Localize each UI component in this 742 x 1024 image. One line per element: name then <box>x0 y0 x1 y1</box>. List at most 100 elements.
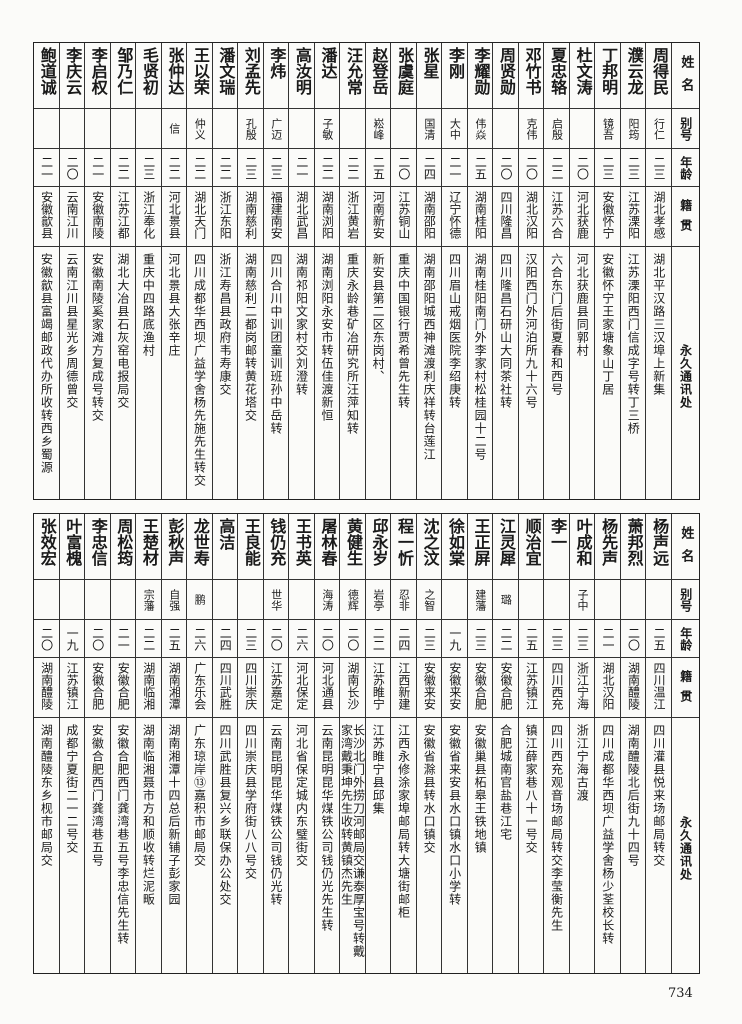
cell-address: 四川西充观音场邮局转交李莹衡先生 <box>544 718 569 973</box>
cell-age: 二五 <box>518 620 544 658</box>
cell-native-text: 浙江东阳 <box>218 191 233 239</box>
cell-address-text: 湖南慈利二都岗邮转黄花塔交 <box>243 253 258 422</box>
cell-address-text: 四川成都华西坝广益学舍杨先施先生转交 <box>192 253 207 487</box>
cell-address: 河北省保定城内东璧街交 <box>289 718 314 973</box>
cell-age: 二四 <box>391 620 416 658</box>
cell-native-text: 安徽合肥 <box>90 662 105 710</box>
cell-native: 江西新建 <box>391 658 416 718</box>
cell-alias-text: 行仁 <box>652 117 666 140</box>
person-record: 叶成和 子中 二三 浙江宁海 浙江宁海古渡 <box>568 514 595 973</box>
person-record: 李庆云 二〇 云南江川 云南江川县星光乡周德曾交 <box>58 43 85 499</box>
cell-age-text: 二〇 <box>39 626 54 651</box>
cell-native: 江苏溧阳 <box>620 187 646 247</box>
cell-address: 四川隆昌石研山大同茶社转 <box>493 247 518 499</box>
cell-native-text: 四川西充 <box>549 662 564 710</box>
cell-address-text: 湖南桂阳南门外李家村松桂园十二号 <box>473 253 488 461</box>
cell-age: 二〇 <box>340 620 365 658</box>
cell-native-text: 湖南邵阳 <box>422 191 437 239</box>
cell-native: 湖北孝感 <box>646 187 671 247</box>
person-record: 屠林春 海涛 二〇 河北通县 云南昆明昆华煤铁公司钱仍光先生转 <box>313 514 340 973</box>
cell-alias: 国清 <box>416 109 442 149</box>
cell-name-text: 赵登岳 <box>369 47 389 95</box>
header-column: 姓名 别号 年龄 籍贯 永久通讯处 <box>671 43 699 499</box>
header-age: 年龄 <box>672 620 699 658</box>
cell-native-text: 湖南长沙 <box>345 662 360 710</box>
cell-native-text: 河北景县 <box>167 191 182 239</box>
cell-alias-text: 之智 <box>422 588 436 611</box>
cell-alias-text: 鹏 <box>193 594 207 605</box>
cell-age: 二〇 <box>85 620 110 658</box>
cell-name-text: 潘达 <box>318 47 338 79</box>
cell-alias-text: 璐 <box>499 594 513 605</box>
cell-native: 湖南长沙 <box>340 658 365 718</box>
cell-age-text: 二一 <box>39 155 54 180</box>
cell-name-text: 潘文瑞 <box>216 47 236 95</box>
cell-age-text: 二五 <box>652 626 667 651</box>
cell-native: 河北保定 <box>289 658 314 718</box>
cell-address-text: 四川武胜县复兴乡联保办公处交 <box>217 724 232 906</box>
person-record: 赵登岳 崧峰 二五 河南新安 新安县第二区东岗村、 <box>364 43 391 499</box>
cell-age: 二〇 <box>493 149 518 187</box>
cell-native: 湖南醴陵 <box>620 658 646 718</box>
cell-address-text: 安徽合肥西门龚湾巷五号李忠信先生转 <box>115 724 130 945</box>
cell-name: 李刚 <box>442 43 467 109</box>
cell-age: 二三 <box>544 620 569 658</box>
cell-age-text: 二五 <box>167 626 182 651</box>
cell-address: 四川成都华西坝广益学舍杨少荃校长转 <box>595 718 620 973</box>
cell-alias-text: 国清 <box>422 117 436 140</box>
cell-alias <box>646 580 671 620</box>
cell-native: 云南江川 <box>59 187 85 247</box>
cell-name-text: 叶成和 <box>573 518 593 566</box>
cell-name: 鲍道诚 <box>34 43 59 109</box>
cell-age: 二〇 <box>34 620 59 658</box>
cell-name: 徐如棠 <box>442 514 467 580</box>
cell-age: 二二 <box>314 149 340 187</box>
person-record: 汪允常 二二 浙江黄岩 重庆永龄巷矿冶研究所汪萍知转 <box>339 43 365 499</box>
cell-address: 成都宁夏街二一二号交 <box>60 718 85 973</box>
cell-name: 汪允常 <box>340 43 365 109</box>
cell-native: 湖南临湘 <box>136 658 161 718</box>
cell-address: 湖南慈利二都岗邮转黄花塔交 <box>238 247 263 499</box>
person-record: 沈之汶 之智 二三 安徽来安 安徽省滁县转水口镇交 <box>415 514 442 973</box>
cell-address-text: 云南昆明昆华煤铁公司钱仍光转 <box>269 724 283 906</box>
cell-alias-text: 仲义 <box>193 117 207 140</box>
cell-age-text: 二一 <box>447 155 462 180</box>
cell-age-text: 二〇 <box>345 626 360 651</box>
cell-name-text: 高洁 <box>216 518 236 550</box>
cell-alias <box>442 580 467 620</box>
cell-native: 四川西充 <box>544 658 569 718</box>
person-record: 邹乃仁 二二 江苏江都 湖北大冶县石灰窑电报局交 <box>109 43 136 499</box>
person-record: 濮云龙 阳筠 二三 江苏溧阳 江苏溧阳西门信成字号转丁三桥 <box>619 43 646 499</box>
cell-address-text: 四川眉山戒烟医院李绍庚转 <box>447 253 462 409</box>
cell-name-text: 周松筠 <box>114 518 134 566</box>
cell-age-text: 二三 <box>422 626 437 651</box>
cell-native-text: 江苏铜山 <box>396 191 411 239</box>
cell-alias <box>34 580 59 620</box>
person-record: 李刚 大中 二一 辽宁怀德 四川眉山戒烟医院李绍庚转 <box>441 43 467 499</box>
cell-age: 二二 <box>544 149 569 187</box>
header-native: 籍贯 <box>672 187 699 247</box>
cell-age: 二六 <box>187 620 212 658</box>
cell-address-text: 湖南醴陵北后街九十四号 <box>626 724 641 867</box>
cell-name: 张效宏 <box>34 514 59 580</box>
header-address-text: 永久通讯处 <box>678 816 693 881</box>
cell-name-text: 徐如棠 <box>446 518 466 566</box>
cell-name: 毛贤初 <box>136 43 161 109</box>
cell-name-text: 杨先声 <box>599 518 619 566</box>
person-record: 萧邦烈 二〇 湖南醴陵 湖南醴陵北后街九十四号 <box>619 514 646 973</box>
cell-name: 钱仍充 <box>263 514 289 580</box>
cell-native-text: 河北保定 <box>294 662 309 710</box>
cell-name: 李启权 <box>85 43 110 109</box>
person-record: 李炜 广迈 二三 福建南安 四川合川中训团童训班孙中岳转 <box>262 43 289 499</box>
cell-native: 安徽怀宁 <box>595 187 620 247</box>
cell-name-text: 周贤勋 <box>497 47 517 95</box>
cell-age-text: 二〇 <box>524 155 539 180</box>
person-record: 顺治宜 二五 江苏镇江 镇江薛家巷八十一号交 <box>517 514 544 973</box>
cell-native: 浙江黄岩 <box>340 187 365 247</box>
cell-alias: 行仁 <box>646 109 671 149</box>
cell-age: 二三 <box>646 149 671 187</box>
cell-address-text: 安徽省来安县水口镇水口小学转 <box>447 724 462 906</box>
cell-age-text: 二五 <box>524 626 539 651</box>
person-record: 叶富槐 一九 江苏镇江 成都宁夏街二一二号交 <box>58 514 85 973</box>
header-address: 永久通讯处 <box>672 247 699 499</box>
